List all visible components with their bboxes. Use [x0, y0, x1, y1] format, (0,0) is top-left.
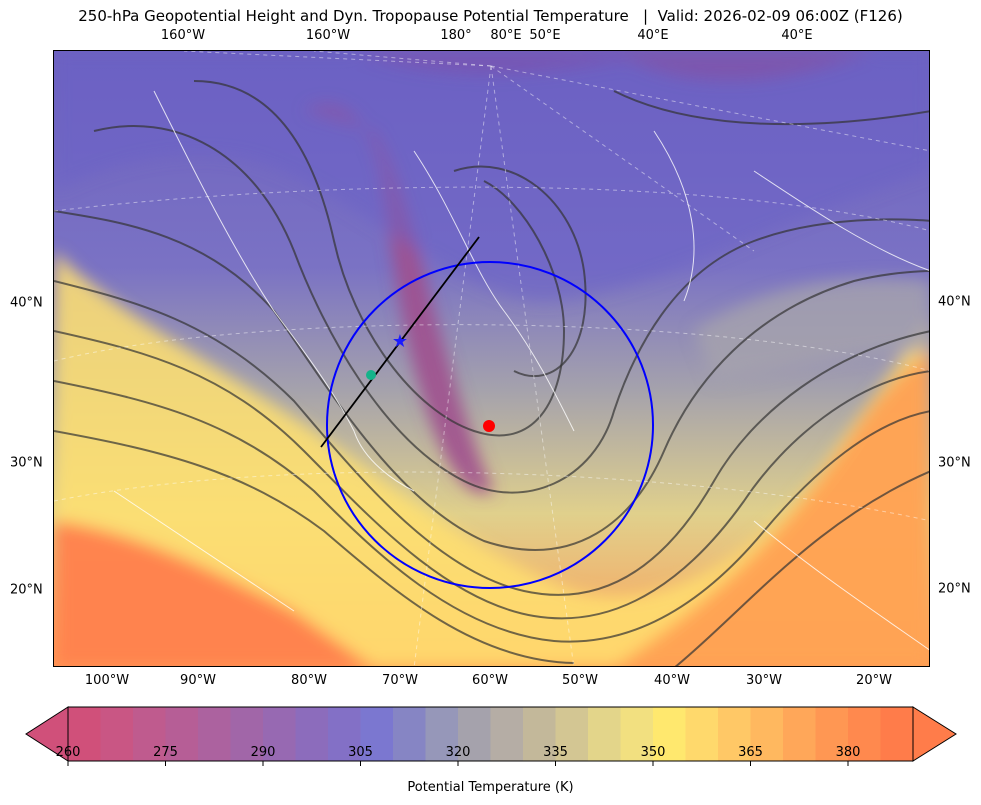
- colorbar-bin: [750, 707, 784, 761]
- graticule: [54, 51, 929, 666]
- colorbar-bin: [230, 707, 264, 761]
- left-lat-label: 20°N: [10, 582, 43, 598]
- colorbar-bin: [425, 707, 459, 761]
- bottom-lon-label: 80°W: [291, 673, 327, 688]
- map-canvas: ★: [54, 51, 929, 666]
- colorbar-outline: [67, 706, 914, 762]
- colorbar-extend-max: [912, 706, 957, 762]
- teal-point-marker: [366, 370, 376, 380]
- bottom-lon-label: 50°W: [562, 673, 598, 688]
- colorbar-bin: [295, 707, 329, 761]
- colorbar-tick-label: 275: [153, 745, 178, 760]
- colorbar-bin: [685, 707, 719, 761]
- right-lat-label: 20°N: [938, 581, 971, 597]
- right-lat-label: 30°N: [938, 455, 971, 471]
- colorbar-tick-label: 365: [738, 745, 763, 760]
- colorbar-tick-label: 290: [250, 745, 276, 760]
- chart-title: 250-hPa Geopotential Height and Dyn. Tro…: [78, 7, 903, 25]
- colorbar-bin: [360, 707, 394, 761]
- left-lat-label: 30°N: [10, 455, 43, 471]
- right-lat-label: 40°N: [938, 294, 971, 310]
- colorbar-tick-label: 380: [835, 745, 861, 760]
- center-point-marker: [483, 420, 495, 432]
- bottom-lon-label: 100°W: [84, 673, 130, 688]
- map-panel[interactable]: ★: [53, 50, 930, 667]
- bottom-lon-label: 90°W: [180, 673, 216, 688]
- top-lon-label: 80°E: [490, 28, 522, 43]
- theta-shading: [54, 51, 929, 666]
- bottom-lon-label: 30°W: [746, 673, 782, 688]
- colorbar-bin: [165, 707, 199, 761]
- colorbar: [25, 706, 957, 766]
- colorbar-label: Potential Temperature (K): [407, 780, 574, 795]
- colorbar-bin: [198, 707, 231, 761]
- top-lon-label: 40°E: [781, 28, 813, 43]
- radius-circle: [326, 261, 654, 589]
- height-contours: [54, 80, 929, 666]
- colorbar-bin: [393, 707, 426, 761]
- bottom-lon-label: 60°W: [472, 673, 508, 688]
- colorbar-bin: [653, 707, 686, 761]
- colorbar-bin: [328, 707, 361, 761]
- colorbar-bin: [100, 707, 134, 761]
- left-lat-label: 40°N: [10, 295, 43, 311]
- colorbar-bin: [555, 707, 589, 761]
- colorbar-bin: [815, 707, 849, 761]
- top-lon-label: 40°E: [637, 28, 669, 43]
- colorbar-bin: [620, 707, 654, 761]
- colorbar-bin: [458, 707, 491, 761]
- colorbar-tick-label: 305: [348, 745, 373, 760]
- colorbar-tick-label: 335: [543, 745, 568, 760]
- colorbar-bin: [133, 707, 166, 761]
- colorbar-bin: [490, 707, 524, 761]
- top-lon-label: 160°W: [305, 28, 351, 43]
- colorbar-bin: [523, 707, 556, 761]
- colorbar-tick-label: 350: [640, 745, 666, 760]
- colorbar-bin: [718, 707, 751, 761]
- colorbar-tick-label: 320: [445, 745, 471, 760]
- top-lon-label: 180°: [440, 28, 472, 43]
- colorbar-bin: [880, 707, 914, 761]
- colorbar-tick-label: 260: [55, 745, 81, 760]
- colorbar-bin: [848, 707, 881, 761]
- bottom-lon-label: 40°W: [654, 673, 690, 688]
- colorbar-bin: [783, 707, 816, 761]
- top-lon-label: 50°E: [529, 28, 561, 43]
- top-lon-label: 160°W: [160, 28, 206, 43]
- cross-section-line: [320, 236, 480, 448]
- colorbar-bin: [588, 707, 621, 761]
- star-marker-icon: ★: [392, 331, 408, 352]
- coastlines: [113, 90, 929, 651]
- bottom-lon-label: 70°W: [382, 673, 418, 688]
- colorbar-bin: [263, 707, 296, 761]
- bottom-lon-label: 20°W: [856, 673, 892, 688]
- colorbar-bin: [68, 707, 101, 761]
